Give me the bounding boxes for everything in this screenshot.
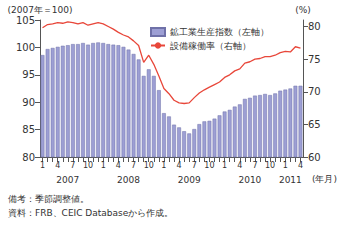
svg-text:10: 10	[204, 161, 214, 170]
svg-text:10: 10	[265, 161, 275, 170]
svg-text:100: 100	[16, 42, 35, 53]
svg-text:設備稼働率（右軸）: 設備稼働率（右軸）	[170, 41, 251, 51]
svg-text:2011: 2011	[279, 175, 302, 185]
svg-text:105: 105	[16, 15, 35, 26]
svg-text:2007: 2007	[56, 175, 79, 185]
svg-text:4: 4	[237, 161, 242, 170]
svg-text:95: 95	[22, 69, 35, 80]
svg-text:4: 4	[177, 161, 182, 170]
svg-text:90: 90	[22, 97, 35, 108]
svg-text:1: 1	[161, 161, 166, 170]
svg-text:7: 7	[131, 161, 136, 170]
svg-text:70: 70	[308, 86, 321, 97]
svg-text:1: 1	[283, 161, 288, 170]
svg-text:2008: 2008	[117, 175, 140, 185]
svg-text:1: 1	[40, 161, 45, 170]
svg-text:1: 1	[222, 161, 227, 170]
svg-text:備考：季節調整値。: 備考：季節調整値。	[8, 194, 89, 204]
svg-text:7: 7	[192, 161, 197, 170]
svg-text:10: 10	[83, 161, 93, 170]
svg-text:7: 7	[70, 161, 75, 170]
svg-text:80: 80	[308, 21, 321, 32]
svg-text:(2007年＝100): (2007年＝100)	[7, 5, 72, 15]
svg-text:80: 80	[22, 152, 35, 163]
svg-text:7: 7	[252, 161, 257, 170]
svg-text:60: 60	[308, 152, 321, 163]
svg-text:75: 75	[308, 54, 321, 65]
svg-text:85: 85	[22, 124, 35, 135]
svg-text:4: 4	[55, 161, 60, 170]
svg-text:4: 4	[116, 161, 121, 170]
svg-text:(年月): (年月)	[312, 174, 337, 184]
svg-text:4: 4	[298, 161, 303, 170]
svg-text:2010: 2010	[238, 175, 261, 185]
svg-text:2009: 2009	[178, 175, 201, 185]
svg-text:(%): (%)	[295, 5, 311, 15]
svg-text:65: 65	[308, 119, 321, 130]
svg-text:資料：FRB、CEIC Databaseから作成。: 資料：FRB、CEIC Databaseから作成。	[8, 208, 173, 218]
svg-text:鉱工業生産指数（左軸）: 鉱工業生産指数（左軸）	[170, 27, 269, 37]
svg-text:1: 1	[101, 161, 106, 170]
svg-text:10: 10	[144, 161, 154, 170]
